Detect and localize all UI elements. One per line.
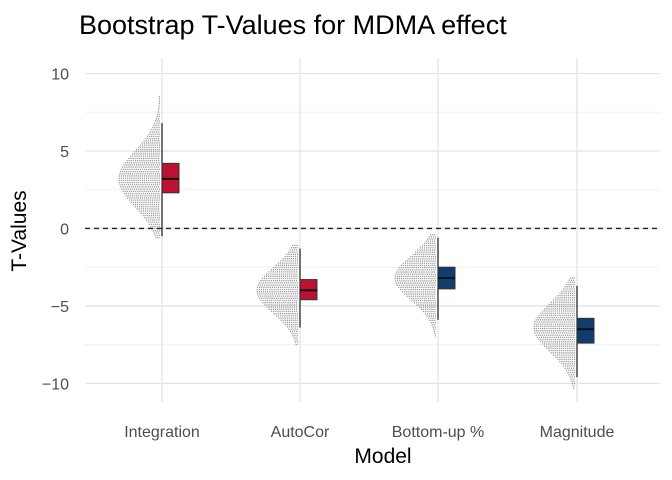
boxplot-bottom-up- [437, 237, 456, 320]
y-tick-label: 10 [51, 66, 69, 83]
y-tick-label: 0 [60, 221, 69, 238]
y-tick-label: −5 [51, 299, 69, 316]
y-axis-title: T-Values [8, 190, 31, 271]
boxplot-autocor [299, 248, 318, 328]
distribution-layer [118, 96, 575, 389]
distribution-integration [118, 96, 160, 239]
x-tick-label: Bottom-up % [392, 424, 484, 441]
x-tick-label: Integration [124, 424, 200, 441]
box [576, 317, 595, 344]
chart-title: Bootstrap T-Values for MDMA effect [79, 10, 507, 40]
y-tick-label: −10 [42, 376, 69, 393]
distribution-autocor [256, 244, 298, 346]
boxplot-integration [161, 123, 180, 237]
boxplot-magnitude [576, 285, 595, 378]
boxplot-layer [161, 123, 595, 378]
x-tick-label: Magnitude [540, 424, 615, 441]
x-tick-labels: Integration AutoCor Bottom-up % Magnitude [124, 424, 614, 441]
distribution-magnitude [533, 277, 575, 389]
distribution-bottom-up- [394, 233, 436, 337]
y-tick-labels: −10 −5 0 5 10 [42, 66, 69, 393]
y-tick-label: 5 [60, 144, 69, 161]
x-axis-title: Model [354, 445, 411, 468]
x-tick-label: AutoCor [271, 424, 330, 441]
